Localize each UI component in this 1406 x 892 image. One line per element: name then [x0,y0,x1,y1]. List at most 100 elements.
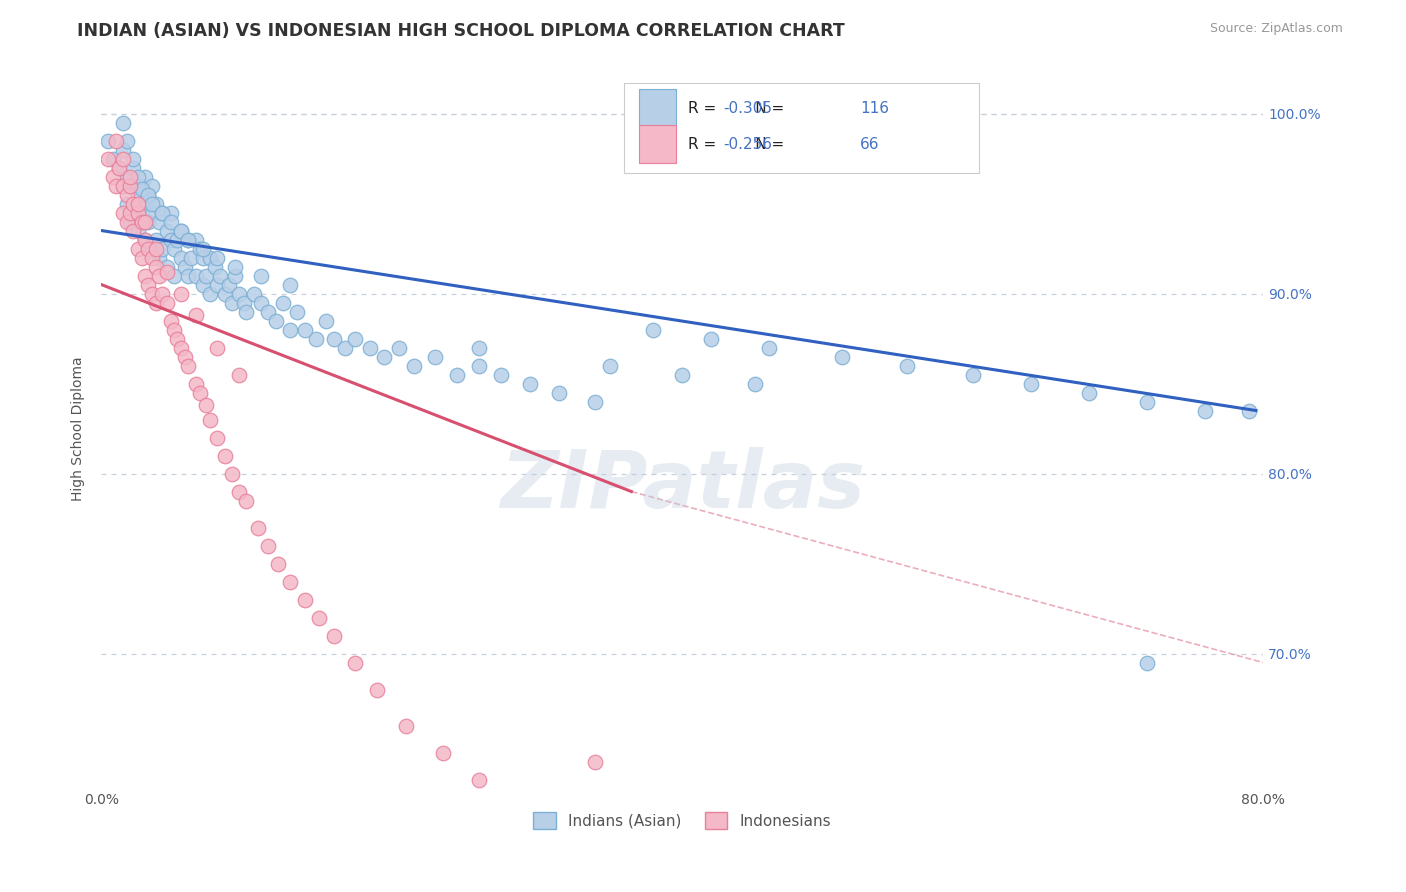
Point [758,341,780,355]
Point [177,359,200,373]
FancyBboxPatch shape [640,89,676,127]
Point [111,178,134,193]
Point [373,350,395,364]
Point [155,295,177,310]
Point [218,277,240,292]
Point [207,430,229,444]
Point [271,295,294,310]
Point [180,251,202,265]
Point [446,368,468,382]
Point [160,313,183,327]
Point [831,350,853,364]
Point [207,277,229,292]
Point [107,161,129,175]
Point [489,368,512,382]
Point [127,187,149,202]
Point [120,178,142,193]
Point [388,341,411,355]
Point [117,214,139,228]
Point [145,242,167,256]
Point [264,313,287,327]
Point [305,332,328,346]
Point [166,332,188,346]
Point [160,214,183,228]
Point [1019,376,1042,391]
Point [344,332,367,346]
Point [395,718,418,732]
Point [583,394,606,409]
Point [188,242,211,256]
Point [170,341,193,355]
Point [315,313,337,327]
Point [111,143,134,157]
Point [359,341,381,355]
Point [432,746,454,760]
Point [308,610,330,624]
Point [294,322,316,336]
Point [599,359,621,373]
Point [174,260,197,274]
Point [278,277,301,292]
Point [141,205,163,219]
Text: INDIAN (ASIAN) VS INDONESIAN HIGH SCHOOL DIPLOMA CORRELATION CHART: INDIAN (ASIAN) VS INDONESIAN HIGH SCHOOL… [77,22,845,40]
Text: R =        N =: R = N = [688,101,789,116]
Point [177,268,200,283]
Point [194,268,217,283]
Point [198,412,221,426]
Point [170,223,193,237]
Text: ZIPatlas: ZIPatlas [499,447,865,525]
Point [170,223,193,237]
Point [257,304,280,318]
Point [150,286,173,301]
Point [278,574,301,589]
Point [962,368,984,382]
Point [145,196,167,211]
Point [155,265,177,279]
Point [468,359,491,373]
Point [235,304,257,318]
Point [101,169,124,184]
Point [117,196,139,211]
Point [188,385,211,400]
Point [228,286,250,301]
Point [744,376,766,391]
Point [129,178,152,193]
Point [402,359,425,373]
Point [141,242,163,256]
Point [134,196,156,211]
Point [221,295,243,310]
Point [214,449,236,463]
Point [547,385,569,400]
Point [111,115,134,129]
Point [1136,394,1159,409]
Point [134,233,156,247]
Point [519,376,541,391]
Point [322,628,344,642]
Point [145,233,167,247]
Point [184,233,207,247]
Point [344,656,367,670]
Point [207,341,229,355]
Point [209,268,232,283]
Point [127,205,149,219]
Text: 66: 66 [860,136,880,152]
Legend: Indians (Asian), Indonesians: Indians (Asian), Indonesians [527,806,838,835]
Point [131,214,153,228]
Point [184,308,207,322]
Point [194,398,217,412]
FancyBboxPatch shape [640,126,676,163]
Point [242,286,264,301]
Point [122,152,145,166]
Point [322,332,344,346]
Point [104,178,127,193]
Point [425,350,447,364]
Point [141,251,163,265]
Point [150,205,173,219]
Point [221,467,243,481]
Point [107,161,129,175]
Point [131,182,153,196]
Text: -0.256: -0.256 [723,136,772,152]
Point [134,169,156,184]
Point [127,196,149,211]
Point [228,484,250,499]
